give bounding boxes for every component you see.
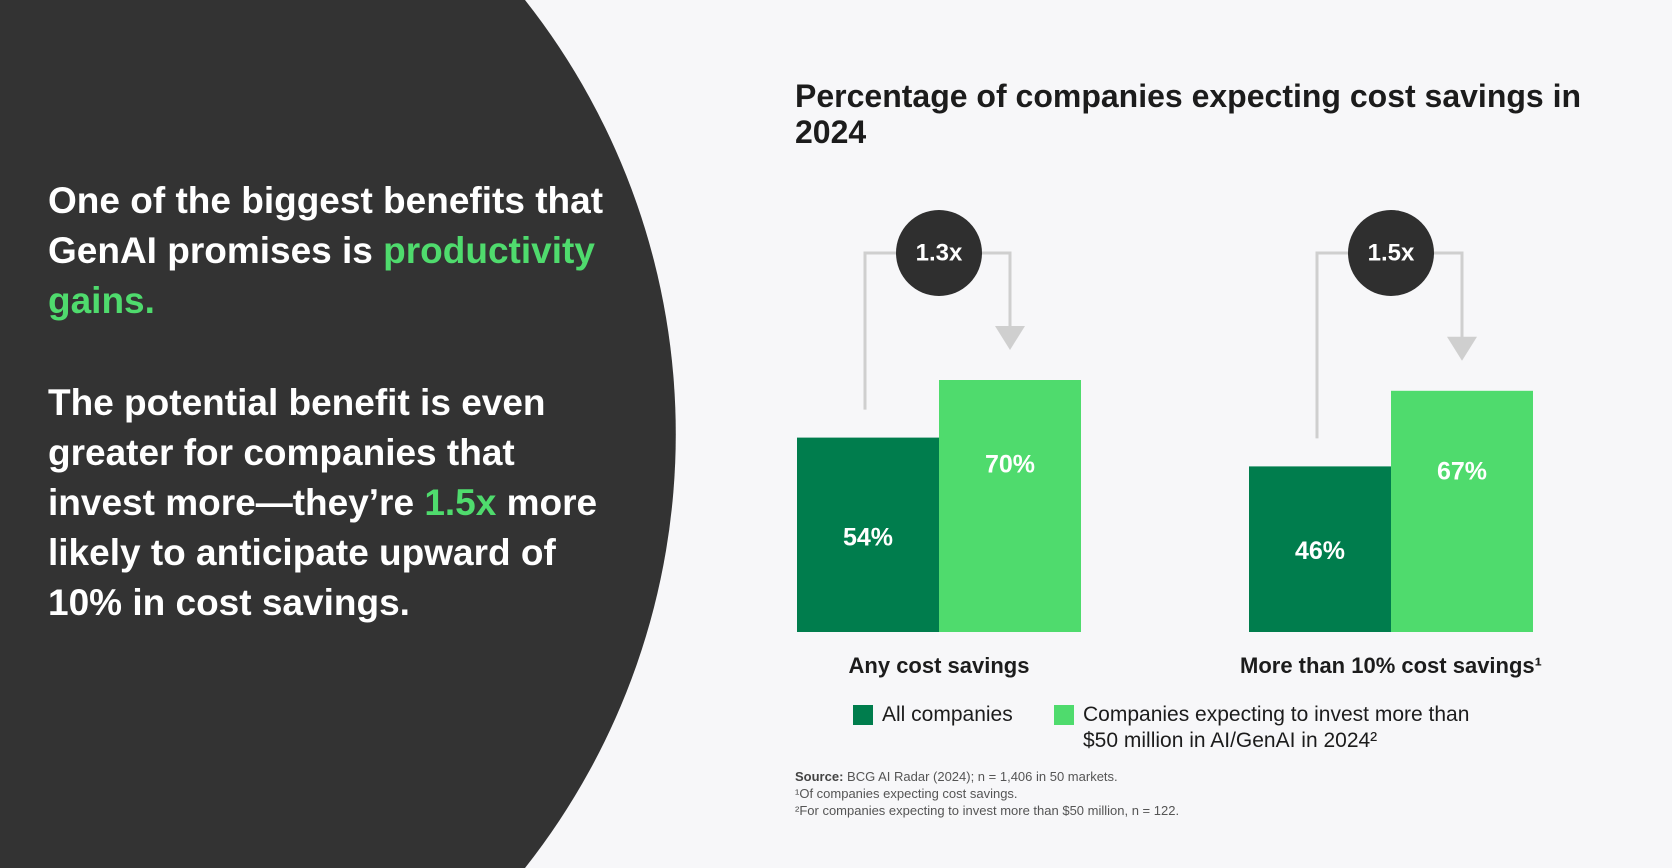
- headline-highlight: productivity gains.: [48, 230, 595, 321]
- category-label: More than 10% cost savings¹: [1240, 653, 1542, 678]
- headline-text: One of the biggest benefits that GenAI p…: [48, 180, 604, 271]
- multiplier-label: 1.3x: [916, 239, 963, 266]
- chart-title: Percentage of companies expecting cost s…: [795, 78, 1582, 150]
- body-text-before: The potential benefit is even greater fo…: [48, 382, 546, 523]
- bar-value-label: 46%: [1295, 537, 1345, 565]
- bar-all-companies: [1249, 466, 1391, 632]
- footnote-2: ²For companies expecting to invest more …: [795, 803, 1180, 818]
- legend-label: Companies expecting to invest more than …: [1083, 703, 1470, 752]
- legend-item-high-investors: Companies expecting to invest more than …: [1054, 702, 1503, 754]
- bar-value-label: 54%: [843, 523, 893, 551]
- legend-swatch: [853, 705, 873, 725]
- category-label: Any cost savings: [849, 653, 1030, 678]
- body-paragraph: The potential benefit is even greater fo…: [48, 378, 608, 628]
- footnote-1: ¹Of companies expecting cost savings.: [795, 786, 1018, 801]
- bar-high-investors: [939, 380, 1081, 632]
- legend-label: All companies: [882, 703, 1013, 726]
- bar-high-investors: [1391, 390, 1533, 632]
- source-note: Source: BCG AI Radar (2024); n = 1,406 i…: [795, 768, 1615, 785]
- body-text-after: more likely to anticipate upward of 10% …: [48, 482, 598, 623]
- multiplier-bubble: [896, 210, 982, 296]
- legend-swatch: [1054, 705, 1074, 725]
- source-label: Source:: [795, 769, 844, 784]
- bar-value-label: 67%: [1437, 457, 1487, 485]
- multiplier-bubble: [1348, 210, 1434, 296]
- connector-arrowhead: [1447, 336, 1477, 361]
- multiplier-label: 1.5x: [1368, 239, 1415, 266]
- chart-notes: Source: BCG AI Radar (2024); n = 1,406 i…: [795, 768, 1615, 819]
- bar-all-companies: [797, 437, 939, 632]
- source-text: BCG AI Radar (2024); n = 1,406 in 50 mar…: [847, 769, 1118, 784]
- connector-arrowhead: [995, 326, 1025, 350]
- headline-paragraph: One of the biggest benefits that GenAI p…: [48, 176, 608, 326]
- bar-value-label: 70%: [985, 450, 1035, 478]
- body-highlight-multiplier: 1.5x: [424, 482, 497, 523]
- legend-item-all-companies: All companies: [853, 702, 1013, 728]
